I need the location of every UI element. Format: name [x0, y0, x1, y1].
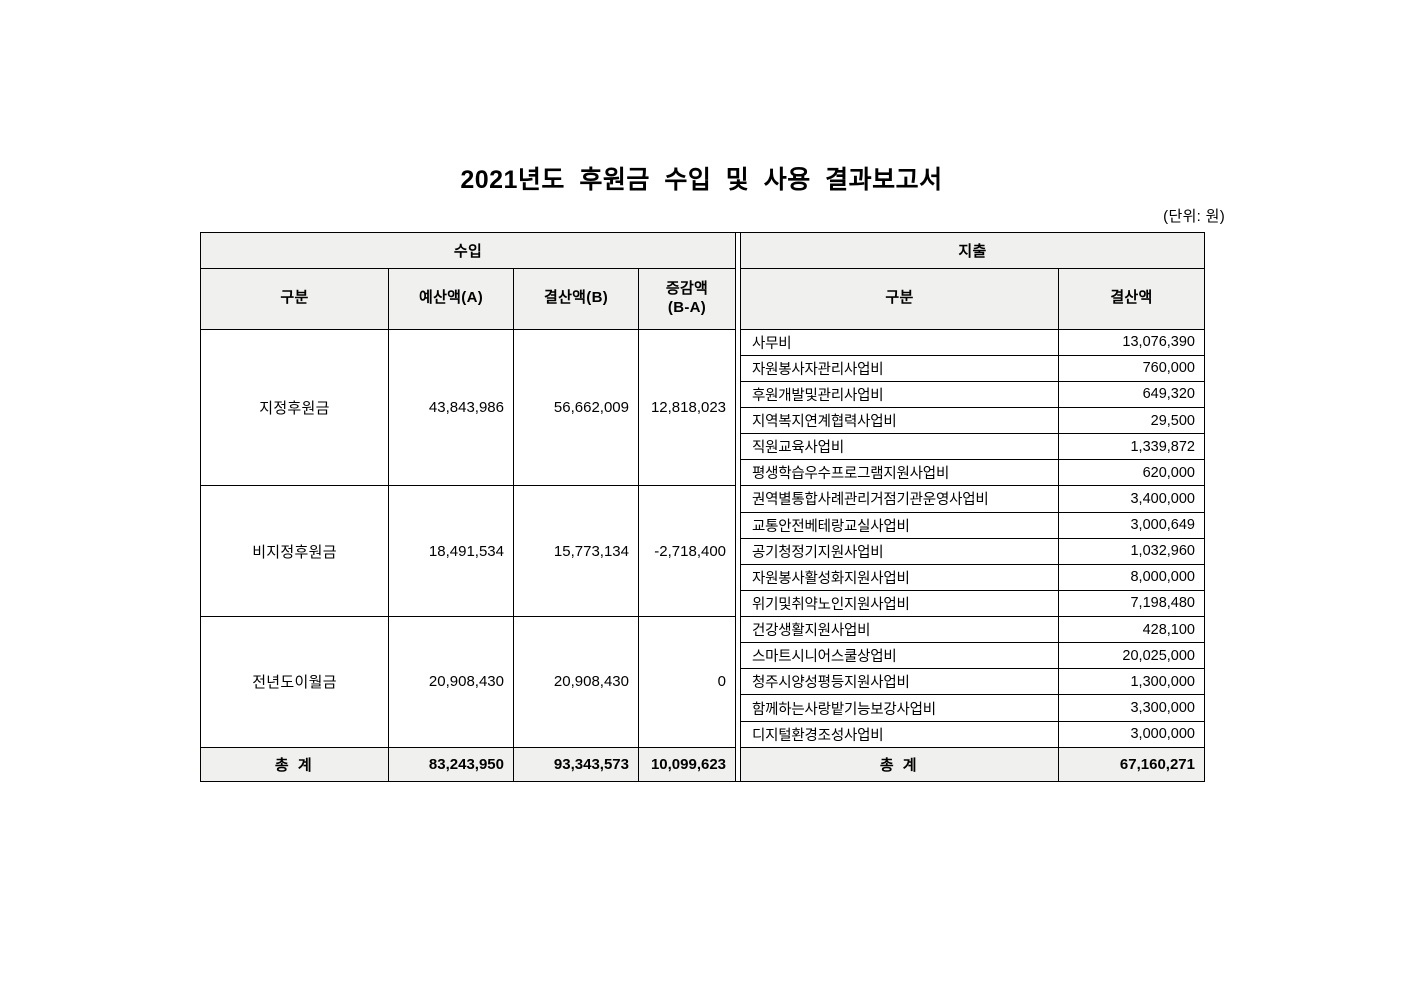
income-difference-0: 12,818,023: [637, 328, 737, 487]
income-col-settlement: 결산액(B): [513, 268, 639, 330]
expense-label-14: 함께하는사랑밭기능보강사업비: [739, 694, 1059, 722]
expense-label-7: 교통안전베테랑교실사업비: [739, 511, 1059, 539]
expense-amount-3: 29,500: [1057, 406, 1206, 435]
table-row: 스마트시니어스쿨상업비 20,025,000: [739, 642, 1206, 670]
expense-column-header-row: 구분 결산액: [739, 268, 1206, 330]
income-col-difference-line1: 증감액: [665, 280, 709, 298]
expense-label-9: 자원봉사활성화지원사업비: [739, 563, 1059, 591]
expense-amount-1: 760,000: [1057, 354, 1206, 382]
expense-amount-6: 3,400,000: [1057, 485, 1206, 513]
page-title: 2021년도 후원금 수입 및 사용 결과보고서: [460, 166, 943, 194]
income-total-label: 총 계: [200, 746, 389, 783]
income-budget-1: 18,491,534: [388, 485, 514, 618]
expense-label-2: 후원개발및관리사업비: [739, 380, 1059, 408]
table-row: 디지털환경조성사업비 3,000,000: [739, 720, 1206, 748]
expense-amount-7: 3,000,649: [1057, 511, 1206, 539]
income-budget-0: 43,843,986: [388, 328, 514, 487]
income-category-1: 비지정후원금: [200, 485, 389, 618]
expense-amount-15: 3,000,000: [1057, 720, 1206, 748]
table-row: 사무비 13,076,390: [739, 328, 1206, 356]
section-divider: [736, 232, 740, 782]
table-row: 자원봉사자관리사업비 760,000: [739, 354, 1206, 382]
table-row: 평생학습우수프로그램지원사업비 620,000: [739, 459, 1206, 487]
table-row: 지정후원금 43,843,986 56,662,009 12,818,023: [200, 328, 737, 487]
expense-amount-10: 7,198,480: [1057, 589, 1206, 618]
income-table: 수입 구분 예산액(A) 결산액(B) 증감액 (B-A) 지정후원금 43,8…: [199, 231, 737, 783]
expense-amount-13: 1,300,000: [1057, 668, 1206, 696]
table-row: 공기청정기지원사업비 1,032,960: [739, 537, 1206, 565]
income-category-2: 전년도이월금: [200, 616, 389, 748]
expense-amount-2: 649,320: [1057, 380, 1206, 408]
expense-label-1: 자원봉사자관리사업비: [739, 354, 1059, 382]
expense-label-5: 평생학습우수프로그램지원사업비: [739, 459, 1059, 487]
income-col-category: 구분: [200, 268, 389, 330]
income-total-budget: 83,243,950: [388, 746, 514, 783]
expense-label-12: 스마트시니어스쿨상업비: [739, 642, 1059, 670]
income-settlement-1: 15,773,134: [513, 485, 639, 618]
expense-amount-12: 20,025,000: [1057, 642, 1206, 670]
report-table-wrapper: 수입 구분 예산액(A) 결산액(B) 증감액 (B-A) 지정후원금 43,8…: [199, 231, 1206, 783]
expense-label-13: 청주시양성평등지원사업비: [739, 668, 1059, 696]
expense-label-15: 디지털환경조성사업비: [739, 720, 1059, 748]
table-row: 비지정후원금 18,491,534 15,773,134 -2,718,400: [200, 485, 737, 618]
income-category-0: 지정후원금: [200, 328, 389, 487]
income-section-header: 수입: [199, 231, 737, 270]
income-settlement-0: 56,662,009: [513, 328, 639, 487]
expense-label-6: 권역별통합사례관리거점기관운영사업비: [739, 485, 1059, 513]
table-row: 지역복지연계협력사업비 29,500: [739, 406, 1206, 435]
expense-total-label: 총 계: [739, 746, 1059, 783]
income-section-header-row: 수입: [199, 231, 737, 270]
expense-label-8: 공기청정기지원사업비: [739, 537, 1059, 565]
expense-amount-14: 3,300,000: [1057, 694, 1206, 722]
income-budget-2: 20,908,430: [388, 616, 514, 748]
income-difference-2: 0: [637, 616, 737, 748]
expense-section-header-row: 지출: [739, 231, 1206, 270]
expense-section-header: 지출: [739, 231, 1206, 270]
expense-amount-9: 8,000,000: [1057, 563, 1206, 591]
expense-col-settlement: 결산액: [1057, 268, 1206, 330]
expense-label-3: 지역복지연계협력사업비: [739, 406, 1059, 435]
income-settlement-2: 20,908,430: [513, 616, 639, 748]
expense-amount-0: 13,076,390: [1057, 328, 1206, 356]
income-difference-1: -2,718,400: [637, 485, 737, 618]
expense-label-0: 사무비: [739, 328, 1059, 356]
expense-label-4: 직원교육사업비: [739, 433, 1059, 461]
expense-amount-11: 428,100: [1057, 616, 1206, 644]
expense-total-amount: 67,160,271: [1057, 746, 1206, 783]
expense-table: 지출 구분 결산액 사무비 13,076,390 자원봉사자관리사업비 760,00…: [739, 231, 1206, 783]
table-row: 권역별통합사례관리거점기관운영사업비 3,400,000: [739, 485, 1206, 513]
income-col-difference-line2: (B-A): [667, 298, 707, 316]
table-row: 후원개발및관리사업비 649,320: [739, 380, 1206, 408]
income-total-row: 총 계 83,243,950 93,343,573 10,099,623: [200, 746, 737, 783]
income-column-header-row: 구분 예산액(A) 결산액(B) 증감액 (B-A): [200, 268, 737, 330]
expense-total-row: 총 계 67,160,271: [739, 746, 1206, 783]
table-row: 자원봉사활성화지원사업비 8,000,000: [739, 563, 1206, 591]
income-col-difference: 증감액 (B-A): [637, 268, 737, 330]
income-col-budget: 예산액(A): [388, 268, 514, 330]
expense-amount-8: 1,032,960: [1057, 537, 1206, 565]
expense-amount-5: 620,000: [1057, 459, 1206, 487]
table-row: 전년도이월금 20,908,430 20,908,430 0: [200, 616, 737, 748]
expense-label-11: 건강생활지원사업비: [739, 616, 1059, 644]
table-row: 직원교육사업비 1,339,872: [739, 433, 1206, 461]
expense-label-10: 위기및취약노인지원사업비: [739, 589, 1059, 618]
expense-col-category: 구분: [739, 268, 1059, 330]
table-row: 건강생활지원사업비 428,100: [739, 616, 1206, 644]
table-row: 위기및취약노인지원사업비 7,198,480: [739, 589, 1206, 618]
unit-note: (단위: 원): [1163, 208, 1225, 225]
table-row: 함께하는사랑밭기능보강사업비 3,300,000: [739, 694, 1206, 722]
expense-amount-4: 1,339,872: [1057, 433, 1206, 461]
table-row: 교통안전베테랑교실사업비 3,000,649: [739, 511, 1206, 539]
income-total-difference: 10,099,623: [637, 746, 737, 783]
table-row: 청주시양성평등지원사업비 1,300,000: [739, 668, 1206, 696]
income-total-settlement: 93,343,573: [513, 746, 639, 783]
